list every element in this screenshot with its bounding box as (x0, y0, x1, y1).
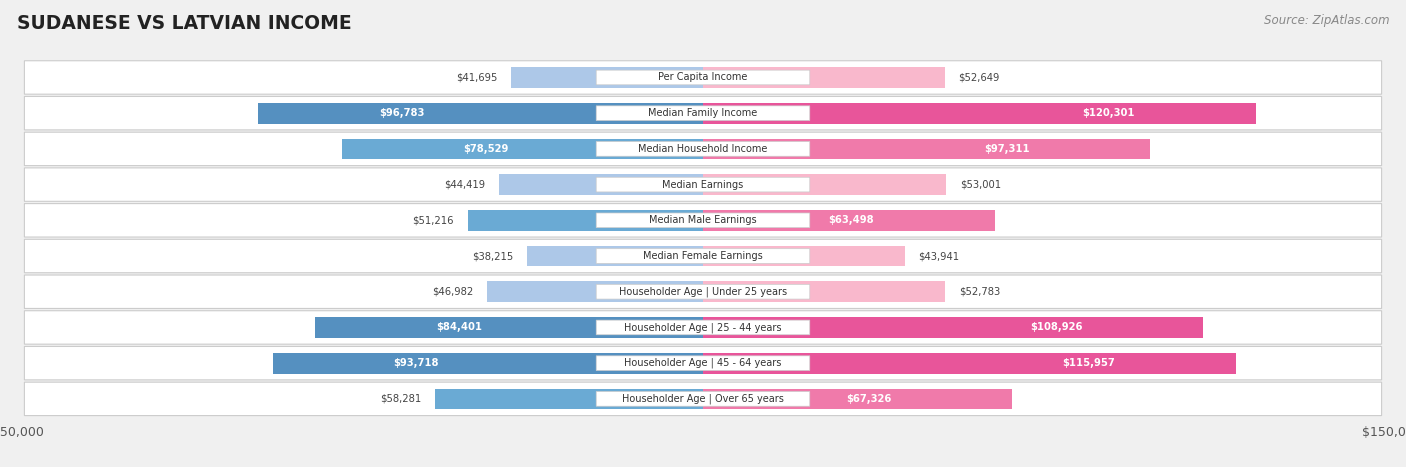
FancyBboxPatch shape (596, 177, 810, 192)
FancyBboxPatch shape (24, 168, 1382, 201)
Text: $63,498: $63,498 (828, 215, 875, 225)
Bar (703, 210, 994, 231)
Bar (512, 67, 703, 88)
Text: $44,419: $44,419 (444, 180, 485, 190)
Text: $52,783: $52,783 (959, 287, 1001, 297)
Text: $51,216: $51,216 (412, 215, 454, 225)
Text: SUDANESE VS LATVIAN INCOME: SUDANESE VS LATVIAN INCOME (17, 14, 352, 33)
Text: $97,311: $97,311 (984, 144, 1029, 154)
FancyBboxPatch shape (596, 391, 810, 406)
Text: Median Male Earnings: Median Male Earnings (650, 215, 756, 225)
FancyBboxPatch shape (24, 311, 1382, 344)
Text: $93,718: $93,718 (394, 358, 439, 368)
FancyBboxPatch shape (24, 275, 1382, 308)
Bar (703, 246, 905, 266)
Text: Per Capita Income: Per Capita Income (658, 72, 748, 83)
Bar (703, 389, 1012, 409)
Bar (315, 317, 703, 338)
Bar (499, 174, 703, 195)
Bar (436, 389, 703, 409)
Bar (259, 103, 703, 124)
Bar (488, 282, 703, 302)
FancyBboxPatch shape (24, 347, 1382, 380)
FancyBboxPatch shape (596, 213, 810, 227)
Bar (703, 174, 946, 195)
Text: $58,281: $58,281 (380, 394, 422, 404)
Text: Householder Age | Over 65 years: Householder Age | Over 65 years (621, 394, 785, 404)
FancyBboxPatch shape (24, 239, 1382, 273)
Bar (703, 67, 945, 88)
FancyBboxPatch shape (596, 284, 810, 299)
Bar (703, 317, 1204, 338)
FancyBboxPatch shape (24, 97, 1382, 130)
Text: $67,326: $67,326 (846, 394, 891, 404)
FancyBboxPatch shape (24, 61, 1382, 94)
Text: $38,215: $38,215 (472, 251, 513, 261)
Text: $84,401: $84,401 (436, 322, 482, 333)
Text: Source: ZipAtlas.com: Source: ZipAtlas.com (1264, 14, 1389, 27)
FancyBboxPatch shape (24, 382, 1382, 416)
Bar (703, 103, 1256, 124)
Bar (703, 282, 945, 302)
Text: $96,783: $96,783 (380, 108, 425, 118)
FancyBboxPatch shape (596, 320, 810, 335)
Bar (703, 139, 1150, 159)
Text: Householder Age | Under 25 years: Householder Age | Under 25 years (619, 286, 787, 297)
Text: $52,649: $52,649 (959, 72, 1000, 83)
FancyBboxPatch shape (596, 106, 810, 120)
Text: $120,301: $120,301 (1083, 108, 1135, 118)
FancyBboxPatch shape (24, 204, 1382, 237)
Bar (703, 353, 1236, 374)
Text: $46,982: $46,982 (432, 287, 474, 297)
Text: $108,926: $108,926 (1031, 322, 1083, 333)
Text: Householder Age | 25 - 44 years: Householder Age | 25 - 44 years (624, 322, 782, 333)
Text: $115,957: $115,957 (1063, 358, 1115, 368)
Bar (468, 210, 703, 231)
Text: Median Female Earnings: Median Female Earnings (643, 251, 763, 261)
Text: Median Family Income: Median Family Income (648, 108, 758, 118)
Bar (273, 353, 703, 374)
Text: $53,001: $53,001 (960, 180, 1001, 190)
Bar (527, 246, 703, 266)
Bar (342, 139, 703, 159)
FancyBboxPatch shape (24, 132, 1382, 166)
FancyBboxPatch shape (596, 70, 810, 85)
FancyBboxPatch shape (596, 249, 810, 263)
Text: Householder Age | 45 - 64 years: Householder Age | 45 - 64 years (624, 358, 782, 368)
Text: Median Household Income: Median Household Income (638, 144, 768, 154)
Text: $41,695: $41,695 (457, 72, 498, 83)
Text: $43,941: $43,941 (918, 251, 960, 261)
FancyBboxPatch shape (596, 356, 810, 370)
FancyBboxPatch shape (596, 142, 810, 156)
Text: $78,529: $78,529 (463, 144, 508, 154)
Text: Median Earnings: Median Earnings (662, 180, 744, 190)
